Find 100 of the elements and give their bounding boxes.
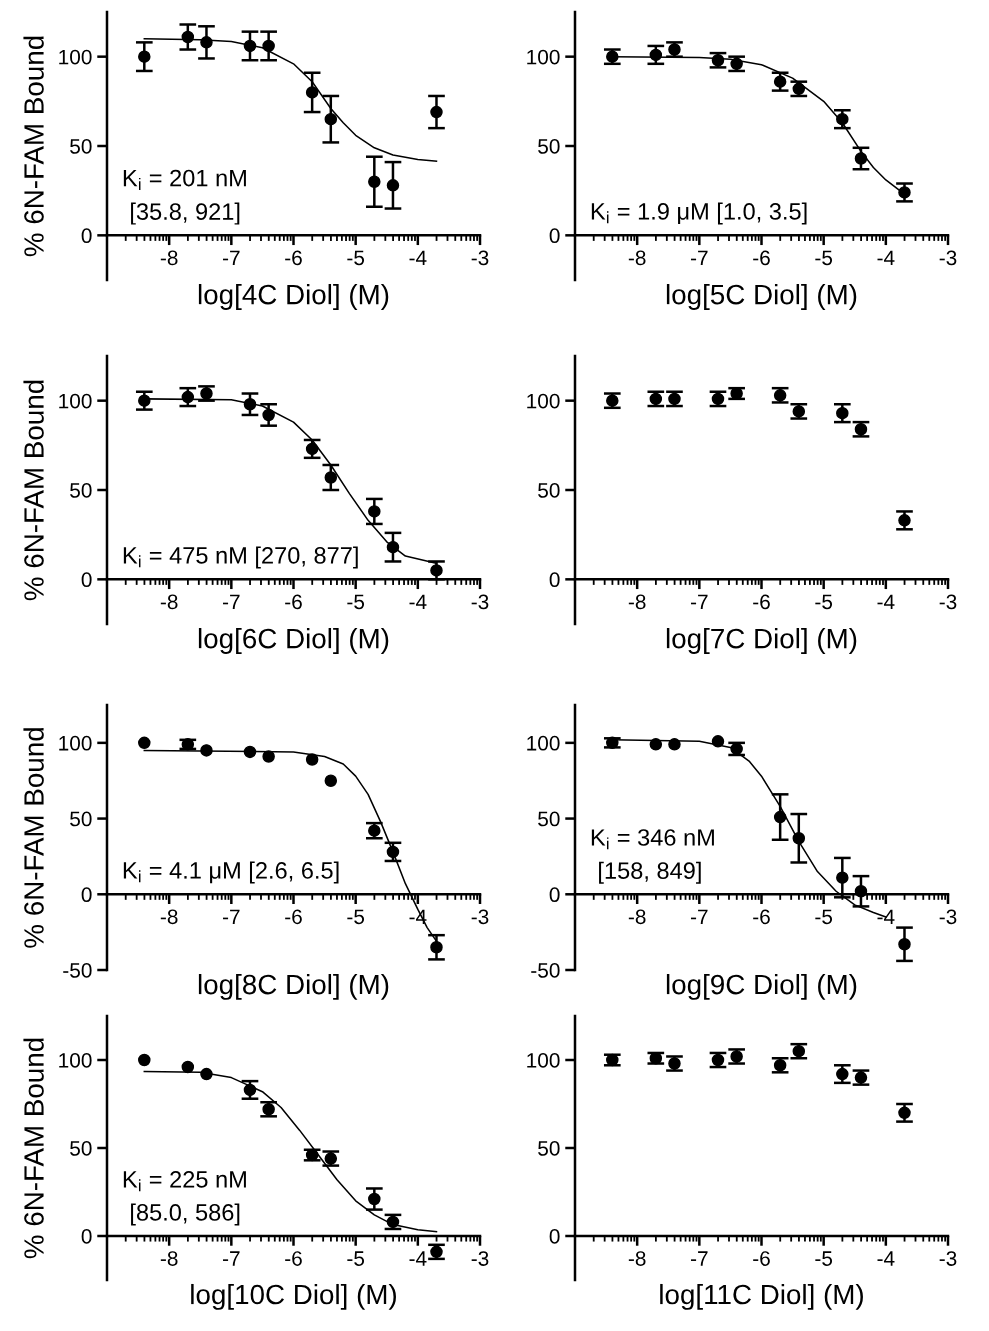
point	[324, 774, 338, 787]
point	[368, 175, 381, 188]
x-tick-label: -6	[285, 594, 302, 610]
x-tick-label: -4	[877, 1251, 895, 1266]
y-tick-label: 50	[70, 811, 92, 827]
point	[243, 745, 257, 759]
x-tick-label: -3	[471, 594, 489, 610]
y-axis-title: % 6N-FAM Bound	[23, 380, 44, 601]
point	[773, 810, 787, 824]
y-tick-label: 0	[81, 228, 92, 244]
x-tick-label: -5	[347, 594, 365, 610]
x-tick-label: -3	[939, 250, 957, 266]
point	[138, 736, 151, 750]
point	[200, 744, 213, 757]
x-tick-label: -3	[939, 1251, 957, 1266]
x-tick-label: -6	[753, 909, 770, 925]
point	[200, 36, 213, 49]
point	[386, 179, 400, 192]
x-tick-label: -5	[347, 909, 365, 925]
x-tick-label: -7	[223, 594, 240, 610]
point	[324, 112, 338, 126]
point	[305, 86, 319, 99]
y-tick-label: 0	[549, 572, 560, 588]
x-tick-label: -6	[285, 250, 302, 266]
annotation: K$_{i}$ = 475 nM [270, 877]	[123, 546, 358, 569]
x-tick-label: -4	[409, 250, 427, 266]
x-tick-label: -4	[877, 250, 895, 266]
y-tick-label: 0	[549, 228, 560, 244]
y-tick-label: 100	[527, 1053, 560, 1068]
x-axis-title: log[8C Diol] (M)	[198, 973, 389, 1000]
annotation: [158, 849]	[599, 861, 701, 884]
y-tick-label: 50	[538, 1141, 560, 1156]
x-tick-label: -7	[691, 1251, 708, 1266]
point	[368, 505, 381, 518]
x-tick-label: -4	[409, 594, 427, 610]
x-tick-label: -3	[471, 909, 489, 925]
point	[138, 1053, 151, 1067]
x-tick-label: -8	[628, 594, 646, 610]
x-tick-label: -3	[939, 909, 957, 925]
x-tick-label: -5	[815, 909, 833, 925]
x-tick-label: -3	[471, 250, 489, 266]
y-axis-title: % 6N-FAM Bound	[23, 728, 44, 948]
y-tick-label: -50	[63, 963, 92, 978]
x-tick-label: -8	[628, 1251, 646, 1266]
x-axis-title: log[4C Diol] (M)	[198, 284, 389, 310]
point	[262, 408, 275, 422]
annotation: K$_{i}$ = 346 nM	[591, 829, 714, 850]
y-tick-label: 100	[59, 393, 92, 409]
y-tick-label: 100	[527, 49, 560, 65]
x-tick-label: -7	[691, 250, 708, 266]
y-tick-label: 0	[81, 572, 92, 588]
annotation: K$_{i}$ = 1.9 μM [1.0, 3.5]	[591, 202, 807, 225]
x-tick-label: -5	[347, 1251, 365, 1266]
point	[262, 750, 275, 763]
x-tick-label: -4	[877, 594, 895, 610]
annotation: [85.0, 586]	[131, 1203, 240, 1226]
point	[606, 736, 619, 750]
point	[386, 540, 400, 554]
point	[730, 742, 743, 756]
point	[200, 1067, 213, 1081]
annotation: K$_{i}$ = 201 nM	[123, 169, 246, 190]
point	[430, 941, 443, 954]
x-tick-label: -8	[160, 594, 178, 610]
annotation: [35.8, 921]	[131, 202, 240, 225]
x-tick-label: -7	[691, 909, 708, 924]
x-axis-title: log[6C Diol] (M)	[198, 628, 389, 654]
y-tick-label: 100	[527, 393, 560, 409]
point	[368, 1192, 381, 1206]
x-tick-label: -8	[160, 250, 178, 266]
point	[836, 871, 849, 884]
point	[649, 738, 663, 751]
x-tick-label: -8	[160, 909, 178, 925]
point	[243, 39, 257, 53]
x-tick-label: -8	[628, 250, 646, 266]
point	[243, 397, 257, 411]
y-tick-label: 0	[549, 887, 560, 903]
x-tick-label: -5	[347, 250, 365, 266]
x-tick-label: -6	[753, 594, 770, 610]
point	[262, 39, 275, 53]
annotation: K$_{i}$ = 225 nM	[123, 1171, 246, 1192]
y-tick-label: 0	[81, 887, 92, 903]
y-tick-label: 100	[59, 1053, 92, 1068]
x-tick-label: -3	[939, 594, 957, 610]
annotation: K$_{i}$ = 4.1 μM [2.6, 6.5]	[123, 861, 339, 884]
x-tick-label: -6	[753, 250, 770, 266]
point	[898, 938, 911, 951]
x-tick-label: -8	[160, 1251, 178, 1266]
x-tick-label: -5	[815, 1251, 833, 1266]
point	[854, 885, 868, 898]
x-tick-label: -7	[223, 1251, 240, 1266]
y-tick-label: 0	[549, 1229, 560, 1244]
y-axis-title: % 6N-FAM Bound	[23, 36, 44, 257]
x-tick-label: -6	[285, 909, 302, 925]
x-tick-label: -7	[223, 909, 240, 924]
point	[606, 1053, 619, 1067]
x-tick-label: -5	[815, 250, 833, 266]
x-axis-title: log[5C Diol] (M)	[666, 284, 857, 310]
point	[606, 50, 619, 63]
x-axis-title: log[11C Diol] (M)	[660, 1283, 863, 1310]
x-tick-label: -7	[223, 250, 240, 266]
